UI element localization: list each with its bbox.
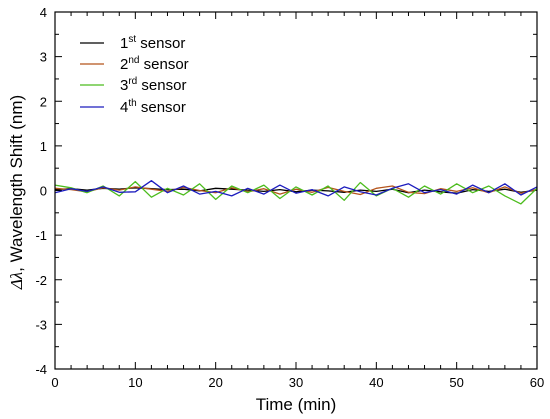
legend-label-3rd-sensor: 3rd sensor (120, 76, 186, 94)
x-tick-label: 60 (530, 375, 544, 390)
x-tick-label: 0 (51, 375, 58, 390)
x-tick-label: 50 (449, 375, 463, 390)
legend-item-4th-sensor: 4th sensor (80, 98, 186, 116)
legend-item-2nd-sensor: 2nd sensor (80, 55, 189, 73)
axis-ticks: 0 10 20 30 40 50 60 -4 -3 -2 -1 0 1 2 3 4 (35, 5, 544, 390)
y-axis-title-text: , Wavelength Shift (nm) (7, 95, 26, 272)
legend-ordinal: 3 (120, 77, 128, 94)
legend-label-4th-sensor: 4th sensor (120, 98, 186, 116)
legend-ordinal: 4 (120, 99, 128, 116)
legend-suffix: nd (128, 55, 139, 66)
y-tick-label: 0 (40, 184, 47, 199)
series-line-1st-sensor (54, 187, 538, 194)
legend-suffix: st (128, 34, 136, 45)
legend-item-3rd-sensor: 3rd sensor (80, 76, 186, 94)
y-axis-title: Δλ, Wavelength Shift (nm) (7, 95, 26, 290)
series-lines (54, 180, 538, 205)
legend-label-1st-sensor: 1st sensor (120, 34, 185, 52)
legend: 1st sensor 2nd sensor 3rd sensor 4th sen… (80, 34, 189, 116)
y-tick-label: -3 (35, 317, 47, 332)
plot-frame (54, 11, 538, 370)
series-line-3rd-sensor (54, 180, 538, 205)
legend-rest: sensor (137, 99, 186, 116)
legend-rest: sensor (137, 77, 186, 94)
y-axis-title-symbol: Δλ (7, 272, 26, 290)
x-tick-label: 10 (128, 375, 142, 390)
x-tick-label: 40 (369, 375, 383, 390)
y-tick-label: 3 (40, 50, 47, 65)
y-tick-label: 4 (40, 5, 47, 20)
legend-label-2nd-sensor: 2nd sensor (120, 55, 189, 73)
y-tick-label: 1 (40, 139, 47, 154)
legend-ordinal: 2 (120, 56, 128, 73)
x-tick-label: 20 (208, 375, 222, 390)
legend-rest: sensor (139, 56, 188, 73)
y-tick-label: 2 (40, 94, 47, 109)
legend-suffix: th (128, 98, 136, 109)
legend-ordinal: 1 (120, 35, 128, 52)
y-tick-label: -2 (35, 273, 47, 288)
x-axis-title: Time (min) (256, 395, 337, 414)
y-tick-label: -4 (35, 362, 47, 377)
x-tick-label: 30 (289, 375, 303, 390)
legend-item-1st-sensor: 1st sensor (80, 34, 185, 52)
y-tick-label: -1 (35, 228, 47, 243)
legend-rest: sensor (136, 35, 185, 52)
series-line-2nd-sensor (54, 185, 538, 196)
legend-suffix: rd (128, 76, 137, 87)
series-line-4th-sensor (54, 180, 538, 197)
